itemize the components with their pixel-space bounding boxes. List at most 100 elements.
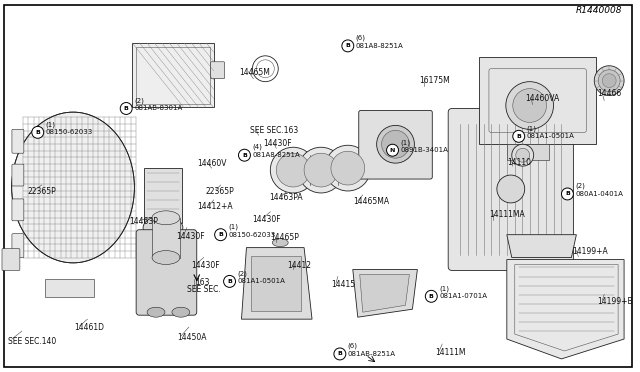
Circle shape: [561, 188, 573, 200]
Ellipse shape: [506, 82, 554, 129]
Text: (1): (1): [45, 121, 56, 128]
Ellipse shape: [598, 70, 620, 92]
FancyBboxPatch shape: [12, 199, 24, 221]
FancyBboxPatch shape: [448, 109, 573, 270]
Text: 14111MA: 14111MA: [489, 210, 525, 219]
Polygon shape: [353, 269, 417, 317]
Ellipse shape: [331, 151, 365, 185]
Text: 14465MA: 14465MA: [353, 198, 389, 206]
FancyBboxPatch shape: [12, 129, 24, 153]
Text: (1): (1): [401, 139, 410, 145]
FancyBboxPatch shape: [211, 62, 225, 78]
Circle shape: [239, 149, 250, 161]
Text: R1440008: R1440008: [575, 6, 622, 15]
Bar: [507, 144, 548, 160]
Text: (1): (1): [527, 125, 537, 132]
Text: 14199+A: 14199+A: [572, 247, 608, 256]
Text: B: B: [337, 352, 342, 356]
Text: B: B: [346, 44, 350, 48]
Text: (2): (2): [237, 270, 248, 277]
Text: (2): (2): [134, 97, 144, 104]
Text: 081A8-8251A: 081A8-8251A: [356, 43, 403, 49]
Text: (1): (1): [439, 285, 449, 292]
Text: 14430F: 14430F: [191, 261, 220, 270]
Bar: [136, 47, 210, 103]
FancyBboxPatch shape: [144, 168, 182, 223]
Polygon shape: [507, 260, 624, 359]
Circle shape: [120, 103, 132, 115]
Text: (6): (6): [348, 343, 358, 349]
Text: 14463PA: 14463PA: [269, 193, 303, 202]
Text: 14430F: 14430F: [263, 139, 292, 148]
Text: B: B: [35, 130, 40, 135]
Text: B: B: [218, 232, 223, 237]
FancyBboxPatch shape: [132, 43, 214, 108]
Text: SEE SEC.163: SEE SEC.163: [250, 126, 299, 135]
Text: SEE SEC.140: SEE SEC.140: [8, 337, 56, 346]
Text: 081A1-0501A: 081A1-0501A: [237, 278, 285, 285]
Ellipse shape: [272, 239, 288, 247]
Ellipse shape: [152, 251, 180, 264]
Ellipse shape: [602, 74, 616, 88]
Text: 14430F: 14430F: [252, 215, 281, 224]
Text: (2): (2): [575, 183, 585, 189]
Text: 14466: 14466: [597, 89, 621, 98]
Circle shape: [387, 144, 399, 156]
Text: 163: 163: [195, 278, 209, 287]
Circle shape: [513, 130, 525, 142]
Text: 14463P: 14463P: [129, 217, 158, 226]
Text: 14465M: 14465M: [239, 68, 270, 77]
Text: 14412+A: 14412+A: [196, 202, 232, 211]
Text: 14460VA: 14460VA: [525, 94, 560, 103]
Text: B: B: [124, 106, 129, 111]
FancyBboxPatch shape: [479, 57, 596, 144]
Circle shape: [426, 290, 437, 302]
Text: 081A1-0701A: 081A1-0701A: [439, 293, 487, 299]
Polygon shape: [507, 235, 577, 257]
FancyBboxPatch shape: [12, 234, 24, 257]
Text: 080A1-0401A: 080A1-0401A: [575, 191, 623, 197]
Text: (1): (1): [228, 224, 239, 230]
Text: (6): (6): [356, 35, 366, 41]
Ellipse shape: [147, 307, 165, 317]
Text: B: B: [429, 294, 434, 299]
Polygon shape: [360, 275, 410, 312]
Text: 14460V: 14460V: [196, 158, 227, 168]
FancyBboxPatch shape: [2, 248, 20, 270]
Polygon shape: [241, 248, 312, 319]
Text: 22365P: 22365P: [28, 187, 56, 196]
Text: 14461D: 14461D: [74, 323, 104, 331]
Text: 14430F: 14430F: [176, 232, 205, 241]
Text: 081A8-8251A: 081A8-8251A: [252, 152, 300, 158]
Text: 14111M: 14111M: [435, 349, 466, 357]
Text: 08150-62033: 08150-62033: [228, 232, 276, 238]
Bar: [152, 218, 180, 257]
Text: 22365P: 22365P: [205, 187, 234, 196]
FancyBboxPatch shape: [359, 110, 432, 179]
Text: 081AB-8301A: 081AB-8301A: [134, 106, 182, 112]
Ellipse shape: [376, 125, 414, 163]
Ellipse shape: [143, 216, 183, 240]
Ellipse shape: [381, 130, 410, 158]
Text: N: N: [390, 148, 396, 153]
Ellipse shape: [270, 147, 316, 193]
Ellipse shape: [298, 147, 344, 193]
Text: 0891B-3401A: 0891B-3401A: [401, 147, 449, 153]
Text: B: B: [516, 134, 521, 139]
Ellipse shape: [325, 145, 371, 191]
Text: SEE SEC.: SEE SEC.: [187, 285, 221, 294]
Ellipse shape: [497, 175, 525, 203]
Text: 14199+B: 14199+B: [597, 297, 633, 306]
Text: 14450A: 14450A: [177, 333, 206, 341]
Text: 14412: 14412: [287, 261, 311, 270]
Text: 14465P: 14465P: [270, 233, 299, 242]
Text: B: B: [227, 279, 232, 284]
Text: 14110: 14110: [507, 158, 531, 167]
Ellipse shape: [172, 307, 190, 317]
Text: 081AB-8251A: 081AB-8251A: [348, 351, 396, 357]
Ellipse shape: [276, 153, 310, 187]
Circle shape: [214, 229, 227, 241]
Bar: [252, 256, 301, 311]
Ellipse shape: [152, 211, 180, 225]
FancyBboxPatch shape: [45, 279, 95, 297]
